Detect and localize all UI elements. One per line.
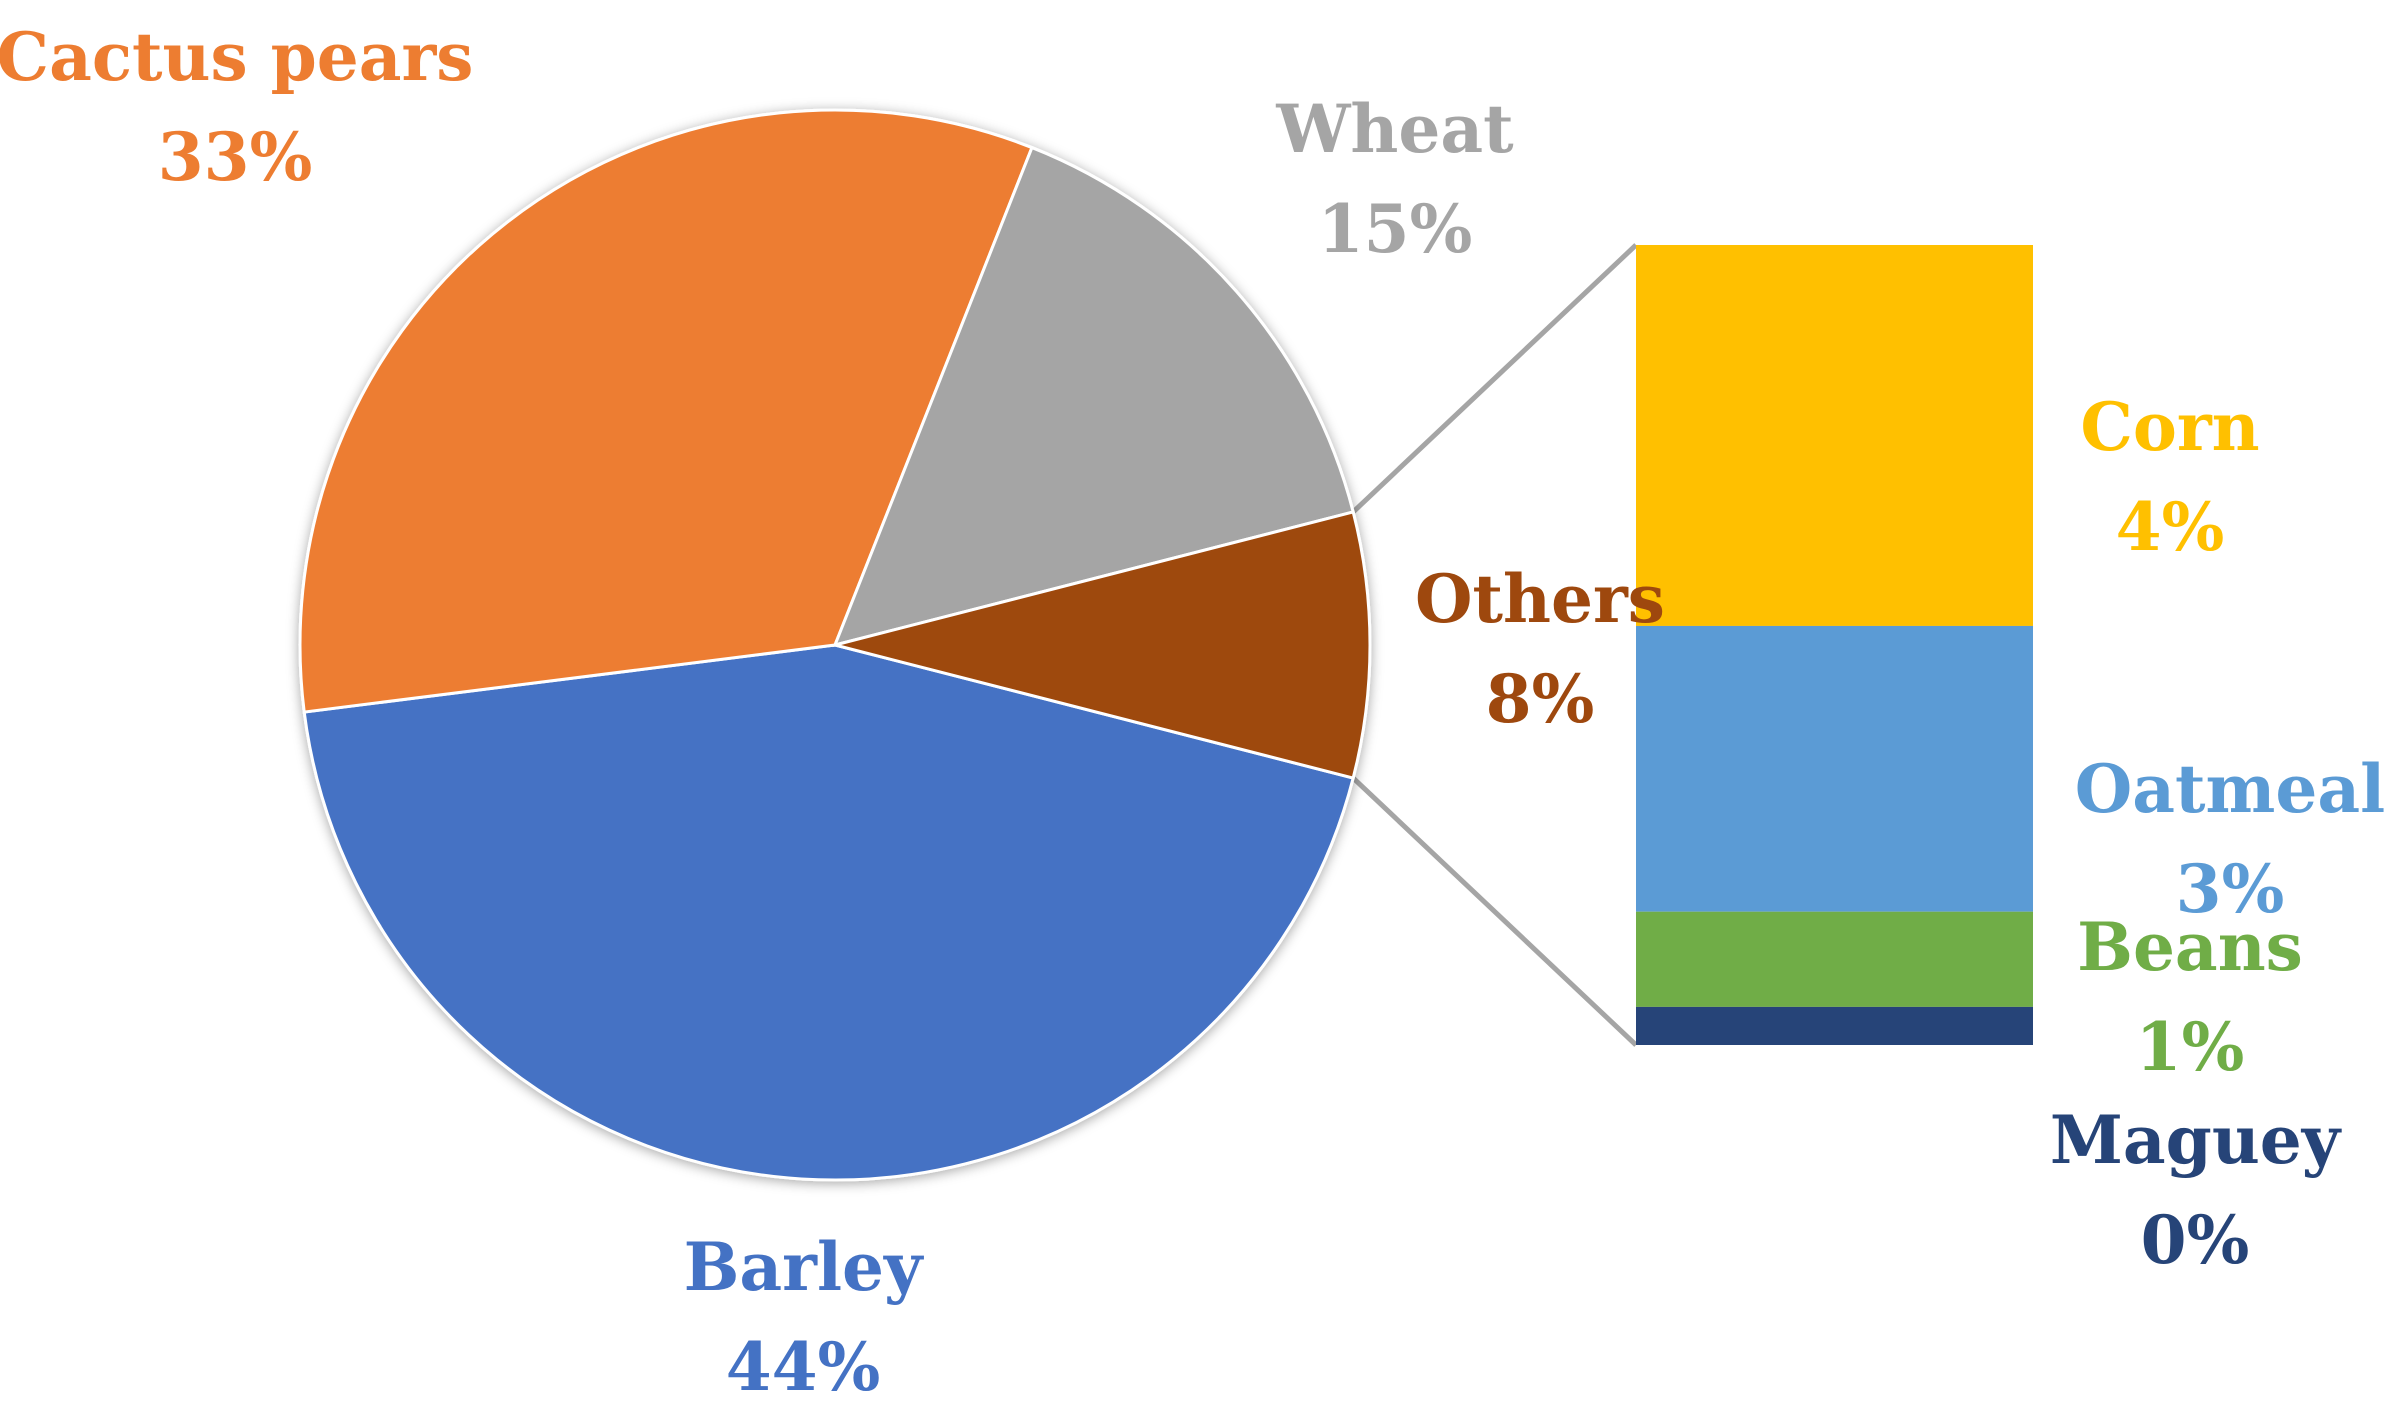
pie-slice-cactus-pears <box>298 108 1034 714</box>
pie-slice-barley <box>302 643 1356 1182</box>
connector-line-bottom <box>1351 776 1638 1047</box>
bar-segment-corn <box>1636 245 2033 626</box>
data-label-maguey: Maguey <box>2050 1101 2342 1179</box>
data-value-beans: 1% <box>2136 1008 2245 1086</box>
data-label-barley: Barley <box>684 1228 924 1306</box>
bar-segment-maguey <box>1636 1006 2033 1045</box>
pie-slice-others <box>834 510 1372 780</box>
data-value-wheat: 15% <box>1318 190 1473 268</box>
data-label-others: Others <box>1415 560 1665 638</box>
connector-line-top <box>1351 243 1638 514</box>
data-value-oatmeal: 3% <box>2176 850 2285 928</box>
data-value-corn: 4% <box>2116 488 2225 566</box>
bar-segment-beans <box>1636 911 2033 1007</box>
data-value-barley: 44% <box>726 1328 881 1406</box>
data-label-cactus-pears: Cactus pears <box>0 18 473 96</box>
data-label-beans: Beans <box>2077 908 2303 986</box>
data-value-others: 8% <box>1486 660 1595 738</box>
data-value-maguey: 0% <box>2141 1201 2250 1279</box>
data-label-oatmeal: Oatmeal <box>2075 750 2385 828</box>
data-value-cactus-pears: 33% <box>158 118 313 196</box>
bar-segment-oatmeal <box>1636 625 2033 912</box>
data-label-wheat: Wheat <box>1275 90 1514 168</box>
data-label-corn: Corn <box>2080 388 2259 466</box>
pie-slice-wheat <box>832 145 1356 648</box>
